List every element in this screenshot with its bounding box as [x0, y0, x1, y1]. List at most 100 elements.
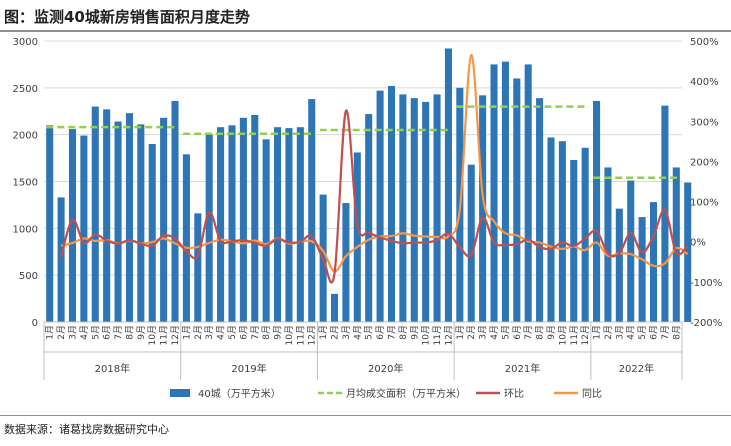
- month-label: 1月: [181, 325, 192, 340]
- legend: 40城（万平方米） 月均成交面积（万平方米） 环比 同比: [170, 387, 602, 400]
- month-label: 3月: [67, 325, 78, 340]
- month-label: 4月: [216, 325, 227, 340]
- month-label: 6月: [512, 325, 523, 340]
- month-label: 6月: [375, 325, 386, 340]
- bar: [672, 167, 680, 322]
- bar: [638, 217, 646, 322]
- monthly-average-series: [46, 105, 680, 180]
- month-label: 9月: [273, 325, 284, 340]
- left-tick-label: 2500: [13, 84, 38, 95]
- sales-area-chart: 0 500 1000 1500 2000 2500 3000 -200% -100% 0% 100…: [13, 37, 723, 400]
- month-label: 10月: [147, 325, 158, 345]
- bar: [558, 141, 566, 322]
- month-label: 7月: [113, 325, 124, 340]
- bar: [501, 61, 509, 323]
- bar: [661, 105, 669, 322]
- bar: [604, 167, 612, 322]
- bar: [399, 94, 407, 322]
- month-label: 4月: [489, 325, 500, 340]
- left-tick-label: 1000: [13, 224, 38, 235]
- bar: [365, 114, 373, 322]
- bar: [444, 48, 452, 322]
- bar: [57, 197, 65, 322]
- bar-series: [46, 48, 692, 323]
- month-label: 10月: [421, 325, 432, 345]
- bar: [274, 127, 282, 322]
- right-tick-label: -100%: [690, 278, 722, 289]
- x-axis: 1月 2月 3月 4月 5月 6月 7月 8月 9月 10月 11月 12月 1月 2月 3月 4月 5月 6月 7…: [43, 321, 683, 380]
- month-label: 11月: [159, 325, 170, 345]
- bar: [513, 78, 521, 322]
- mom-line: [60, 109, 689, 284]
- year-label: 2021年: [505, 362, 540, 375]
- ratio-line-series: [60, 53, 689, 284]
- month-label: 12月: [307, 325, 318, 345]
- month-label: 1月: [592, 325, 603, 340]
- year-label: 2018年: [95, 362, 130, 375]
- bar: [228, 125, 236, 322]
- bar: [91, 106, 99, 322]
- month-label: 12月: [580, 325, 591, 345]
- bar: [593, 100, 601, 323]
- month-label: 8月: [398, 325, 409, 340]
- bar: [80, 135, 88, 322]
- bar: [342, 203, 350, 322]
- legend-label: 40城（万平方米）: [198, 387, 281, 400]
- month-label: 5月: [90, 325, 101, 340]
- bar: [649, 202, 658, 322]
- month-label: 7月: [386, 325, 397, 340]
- left-tick-label: 2000: [13, 131, 38, 142]
- bar: [684, 182, 692, 322]
- legend-label: 同比: [582, 388, 602, 400]
- month-label: 6月: [238, 325, 249, 340]
- month-label: 7月: [523, 325, 534, 340]
- right-tick-label: 400%: [690, 77, 719, 88]
- bar: [160, 117, 168, 322]
- bar: [205, 134, 213, 322]
- bar: [125, 113, 133, 322]
- month-label: 11月: [569, 325, 580, 345]
- bar: [615, 208, 623, 322]
- bar: [627, 180, 635, 322]
- right-tick-label: 200%: [690, 157, 719, 168]
- month-label: 5月: [637, 325, 648, 340]
- month-label: 3月: [478, 325, 489, 340]
- bar: [410, 98, 418, 323]
- month-label: 2月: [603, 325, 614, 340]
- bar: [68, 129, 77, 322]
- month-label: 10月: [284, 325, 295, 345]
- bar: [114, 121, 122, 322]
- bottom-divider: [0, 415, 731, 416]
- month-label: 2月: [466, 325, 477, 340]
- month-label: 9月: [546, 325, 557, 340]
- month-label: 1月: [45, 325, 56, 340]
- bar: [46, 125, 54, 322]
- month-label: 3月: [204, 325, 215, 340]
- month-label: 8月: [124, 325, 135, 340]
- month-label: 7月: [660, 325, 671, 340]
- month-label: 8月: [261, 325, 272, 340]
- right-tick-label: 100%: [690, 198, 719, 209]
- bar: [330, 293, 339, 322]
- year-label: 2020年: [368, 362, 403, 375]
- bar: [148, 144, 156, 322]
- month-label: 3月: [614, 325, 625, 340]
- bar: [285, 128, 293, 322]
- month-label: 5月: [227, 325, 238, 340]
- left-tick-label: 500: [19, 271, 38, 282]
- bar: [296, 127, 304, 322]
- month-label: 1月: [455, 325, 466, 340]
- year-label: 2019年: [231, 362, 266, 375]
- bar: [467, 164, 475, 322]
- right-tick-label: -200%: [690, 318, 722, 329]
- bar: [387, 85, 396, 323]
- month-label: 4月: [79, 325, 90, 340]
- month-label: 7月: [250, 325, 261, 340]
- month-label: 4月: [626, 325, 637, 340]
- month-label: 8月: [535, 325, 546, 340]
- bar: [308, 99, 316, 322]
- bar: [137, 124, 145, 322]
- left-tick-label: 1500: [13, 178, 38, 189]
- month-label: 12月: [170, 325, 181, 345]
- bar: [262, 139, 270, 322]
